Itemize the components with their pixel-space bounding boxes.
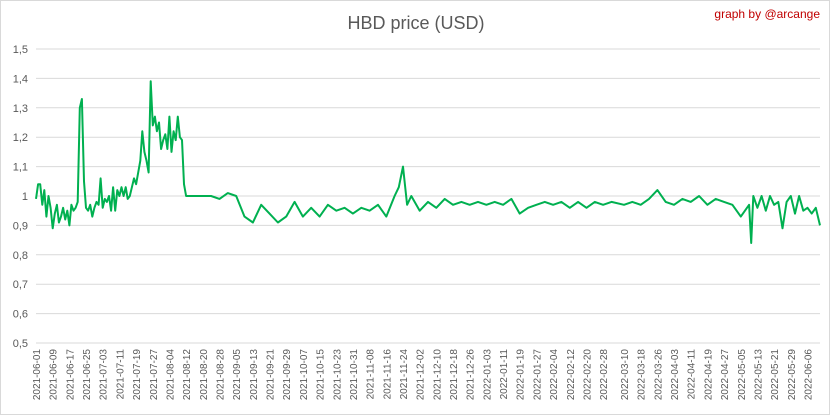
x-tick-label: 2022-05-13	[753, 349, 764, 401]
x-tick-label: 2022-02-12	[566, 349, 577, 401]
x-tick-label: 2021-12-10	[432, 349, 443, 401]
x-tick-label: 2021-11-16	[382, 349, 393, 400]
x-tick-label: 2021-06-09	[49, 349, 60, 401]
x-tick-label: 2022-02-04	[549, 349, 560, 401]
x-tick-label: 2021-08-04	[165, 349, 176, 401]
x-tick-label: 2022-06-06	[803, 349, 814, 401]
hbd-price-line	[35, 80, 821, 244]
x-tick-label: 2021-11-08	[366, 349, 377, 400]
x-axis-tick-labels: 2021-06-01 2021-06-09 2021-06-17 2021-06-25…	[32, 349, 814, 401]
x-tick-label: 2022-03-18	[637, 349, 648, 401]
x-tick-label: 2021-12-02	[416, 349, 427, 401]
x-tick-label: 2021-11-24	[399, 349, 410, 400]
x-tick-label: 2022-04-19	[703, 349, 714, 401]
x-tick-label: 2022-01-27	[532, 349, 543, 401]
x-tick-label: 2021-10-15	[316, 349, 327, 401]
x-tick-label: 2021-07-03	[99, 349, 110, 401]
x-tick-label: 2022-05-21	[770, 349, 781, 401]
y-tick-label: 1	[22, 191, 28, 203]
x-tick-label: 2021-10-07	[299, 349, 310, 401]
x-tick-label: 2022-04-11	[687, 349, 698, 400]
x-tick-label: 2021-12-18	[449, 349, 460, 401]
x-tick-label: 2021-09-21	[266, 349, 277, 401]
x-tick-label: 2021-10-31	[349, 349, 360, 401]
x-tick-label: 2021-06-17	[65, 349, 76, 401]
x-tick-label: 2021-09-29	[282, 349, 293, 401]
x-tick-label: 2021-07-27	[149, 349, 160, 401]
x-tick-label: 2021-10-23	[332, 349, 343, 401]
x-tick-label: 2022-04-03	[670, 349, 681, 401]
x-tick-label: 2022-05-29	[787, 349, 798, 401]
x-tick-label: 2021-09-13	[249, 349, 260, 401]
y-tick-label: 0,9	[13, 220, 28, 232]
x-tick-label: 2022-03-26	[653, 349, 664, 401]
y-tick-label: 0,8	[13, 250, 28, 262]
y-tick-label: 0,5	[13, 338, 28, 350]
x-tick-label: 2022-02-28	[599, 349, 610, 401]
chart-title: HBD price (USD)	[347, 13, 485, 33]
x-tick-label: 2021-08-20	[199, 349, 210, 401]
y-tick-label: 1,4	[13, 73, 28, 85]
x-tick-label: 2022-02-20	[582, 349, 593, 401]
y-tick-label: 0,7	[13, 279, 28, 291]
x-tick-label: 2021-06-01	[32, 349, 43, 401]
y-tick-label: 1,1	[13, 162, 28, 174]
x-tick-label: 2021-07-11	[115, 349, 126, 400]
x-tick-label: 2022-01-11	[499, 349, 510, 400]
y-tick-label: 1,2	[13, 132, 28, 144]
y-tick-label: 1,3	[13, 103, 28, 115]
x-tick-label: 2022-03-10	[620, 349, 631, 401]
x-tick-label: 2022-05-05	[737, 349, 748, 401]
x-tick-label: 2022-01-03	[482, 349, 493, 401]
series-layer	[35, 80, 821, 244]
x-tick-label: 2021-12-26	[466, 349, 477, 401]
y-tick-label: 1,5	[13, 44, 28, 56]
x-tick-label: 2021-08-28	[215, 349, 226, 401]
x-tick-label: 2021-06-25	[82, 349, 93, 401]
gridlines	[36, 48, 820, 344]
y-tick-label: 0,6	[13, 309, 28, 321]
x-tick-label: 2022-04-27	[720, 349, 731, 401]
credit-label: graph by @arcange	[714, 7, 820, 21]
x-tick-label: 2021-08-12	[182, 349, 193, 401]
x-tick-label: 2022-01-19	[516, 349, 527, 401]
y-axis-tick-labels: 0,5 0,6 0,7 0,8 0,9 1 1,1 1,2 1,3 1,4 1,5	[13, 44, 28, 350]
x-tick-label: 2021-09-05	[232, 349, 243, 401]
x-tick-label: 2021-07-19	[132, 349, 143, 401]
